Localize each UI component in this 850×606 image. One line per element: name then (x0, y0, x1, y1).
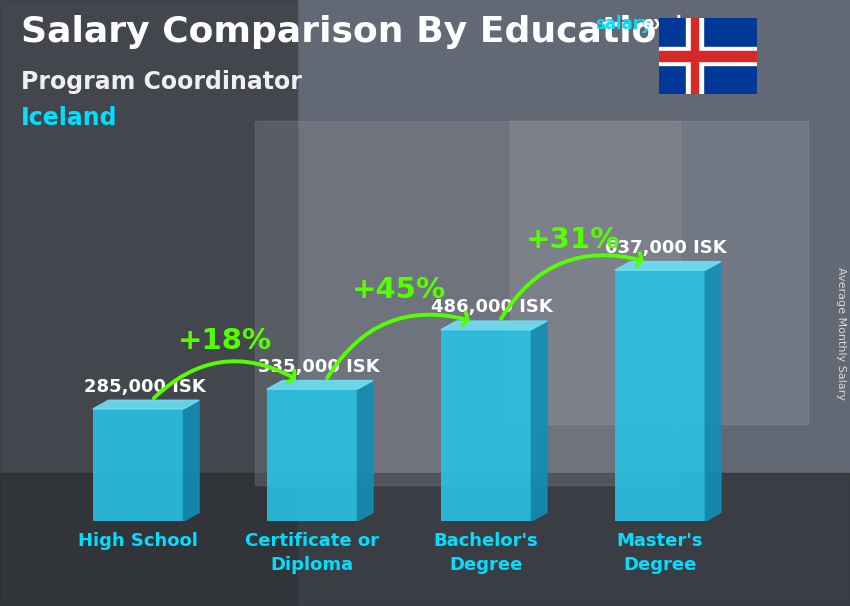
Text: +31%: +31% (526, 226, 620, 254)
Bar (691, 18, 698, 94)
Text: salary: salary (595, 15, 652, 33)
Text: 637,000 ISK: 637,000 ISK (605, 239, 727, 257)
Text: Iceland: Iceland (21, 106, 118, 130)
Text: .com: .com (706, 15, 751, 33)
Polygon shape (531, 321, 547, 521)
Text: Program Coordinator: Program Coordinator (21, 70, 302, 94)
Text: 335,000 ISK: 335,000 ISK (258, 358, 379, 376)
Bar (510, 121, 808, 424)
Text: 285,000 ISK: 285,000 ISK (83, 378, 206, 396)
Polygon shape (267, 381, 373, 389)
Polygon shape (441, 321, 547, 330)
Text: 486,000 ISK: 486,000 ISK (432, 298, 553, 316)
Bar (0, 473, 850, 606)
Bar (298, 0, 850, 606)
Text: explorer: explorer (643, 15, 722, 33)
Bar (0, 0, 298, 606)
Text: Average Monthly Salary: Average Monthly Salary (836, 267, 846, 400)
Polygon shape (615, 262, 721, 270)
FancyArrowPatch shape (327, 312, 468, 378)
Bar (441, 330, 531, 521)
Polygon shape (93, 400, 199, 409)
Text: Salary Comparison By Education: Salary Comparison By Education (21, 15, 683, 49)
Bar (255, 121, 680, 485)
Bar (93, 409, 184, 521)
Bar (659, 47, 756, 65)
FancyArrowPatch shape (154, 361, 294, 398)
Bar (659, 51, 756, 61)
Polygon shape (357, 381, 373, 521)
Text: +45%: +45% (352, 276, 446, 304)
Bar (267, 389, 357, 521)
Polygon shape (706, 262, 721, 521)
Bar (686, 18, 703, 94)
Polygon shape (184, 400, 199, 521)
FancyArrowPatch shape (502, 253, 642, 319)
Bar (615, 270, 706, 521)
Text: +18%: +18% (178, 327, 272, 355)
